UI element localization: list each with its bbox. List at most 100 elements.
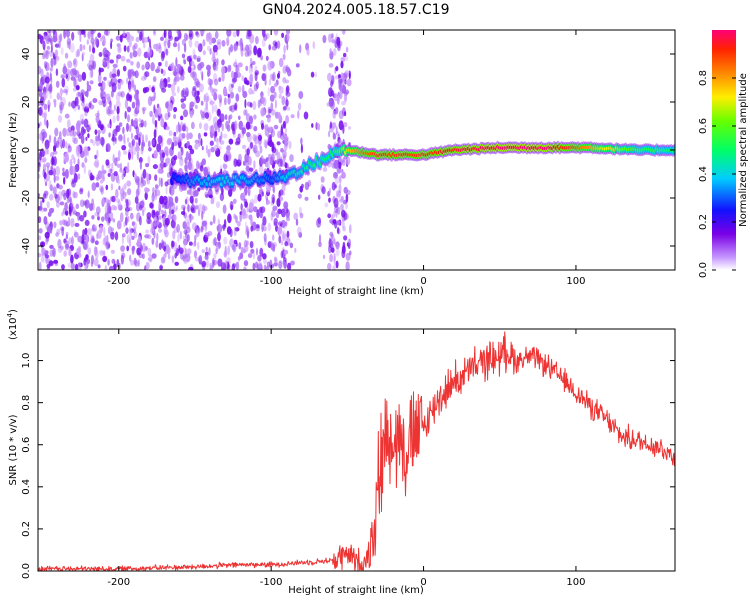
noise-speckle bbox=[282, 191, 285, 196]
noise-speckle bbox=[246, 207, 249, 213]
noise-speckle bbox=[329, 121, 333, 129]
noise-speckle bbox=[111, 73, 117, 78]
noise-speckle bbox=[71, 154, 75, 160]
noise-speckle bbox=[234, 102, 238, 112]
noise-speckle bbox=[70, 254, 74, 264]
noise-speckle bbox=[276, 198, 281, 207]
noise-speckle bbox=[94, 248, 98, 255]
noise-speckle bbox=[216, 61, 219, 72]
colorbar-tick-label: 0.6 bbox=[698, 118, 709, 134]
noise-speckle bbox=[39, 121, 42, 127]
noise-speckle bbox=[67, 216, 71, 226]
noise-speckle bbox=[333, 171, 338, 179]
noise-speckle bbox=[217, 108, 221, 116]
noise-speckle bbox=[243, 240, 248, 248]
noise-speckle bbox=[107, 51, 111, 57]
noise-speckle bbox=[68, 196, 72, 203]
noise-speckle bbox=[67, 60, 72, 69]
noise-speckle bbox=[181, 53, 186, 59]
noise-speckle bbox=[283, 44, 286, 55]
noise-speckle bbox=[47, 37, 52, 42]
noise-speckle bbox=[246, 225, 249, 233]
noise-speckle bbox=[209, 125, 213, 133]
noise-speckle bbox=[202, 50, 206, 56]
noise-speckle bbox=[103, 226, 106, 237]
noise-speckle bbox=[255, 81, 259, 90]
noise-speckle bbox=[188, 132, 193, 140]
noise-speckle bbox=[98, 52, 103, 57]
noise-speckle bbox=[122, 30, 126, 36]
noise-speckle bbox=[217, 127, 221, 133]
x-tick-label: 100 bbox=[566, 577, 585, 588]
noise-speckle bbox=[200, 30, 206, 35]
noise-speckle bbox=[48, 84, 53, 95]
noise-speckle bbox=[234, 58, 237, 68]
noise-speckle bbox=[131, 235, 135, 240]
noise-speckle bbox=[281, 95, 286, 106]
noise-speckle bbox=[49, 40, 54, 45]
noise-speckle bbox=[55, 175, 60, 181]
noise-speckle bbox=[206, 258, 209, 268]
noise-speckle bbox=[333, 238, 336, 245]
noise-speckle bbox=[41, 248, 46, 253]
noise-speckle bbox=[247, 30, 252, 37]
noise-speckle bbox=[61, 77, 66, 88]
noise-speckle bbox=[290, 260, 295, 266]
noise-speckle bbox=[340, 60, 344, 69]
noise-speckle bbox=[317, 217, 321, 224]
noise-speckle bbox=[287, 262, 292, 270]
noise-speckle bbox=[62, 65, 68, 75]
noise-speckle bbox=[94, 240, 99, 245]
noise-speckle bbox=[67, 145, 72, 153]
x-tick-label: -100 bbox=[260, 276, 283, 287]
noise-speckle bbox=[103, 30, 109, 36]
noise-speckle bbox=[331, 33, 334, 41]
noise-speckle bbox=[73, 191, 78, 199]
noise-speckle bbox=[104, 265, 108, 270]
noise-speckle bbox=[202, 39, 206, 47]
noise-speckle bbox=[133, 84, 137, 92]
noise-speckle bbox=[49, 72, 52, 82]
noise-speckle bbox=[330, 80, 333, 88]
noise-speckle bbox=[86, 89, 89, 98]
noise-speckle bbox=[45, 64, 48, 70]
noise-speckle bbox=[125, 168, 130, 174]
noise-speckle bbox=[135, 36, 140, 43]
noise-speckle bbox=[304, 181, 310, 191]
noise-speckle bbox=[344, 70, 350, 75]
noise-speckle bbox=[165, 157, 171, 164]
noise-speckle bbox=[112, 218, 116, 223]
noise-speckle bbox=[110, 41, 113, 50]
noise-speckle bbox=[265, 55, 269, 61]
noise-speckle bbox=[60, 47, 64, 55]
noise-speckle bbox=[186, 234, 190, 242]
noise-speckle bbox=[165, 101, 169, 109]
noise-speckle bbox=[226, 145, 231, 152]
noise-speckle bbox=[168, 130, 173, 137]
noise-speckle bbox=[208, 86, 213, 91]
noise-speckle bbox=[103, 76, 107, 81]
snr-frame bbox=[37, 328, 676, 572]
noise-speckle bbox=[254, 194, 258, 204]
noise-speckle bbox=[191, 121, 195, 130]
noise-speckle bbox=[278, 94, 282, 99]
noise-speckle bbox=[197, 43, 203, 53]
noise-speckle bbox=[57, 238, 62, 249]
noise-speckle bbox=[335, 208, 338, 218]
noise-speckle bbox=[66, 119, 71, 129]
noise-speckle bbox=[42, 193, 47, 199]
noise-speckle bbox=[268, 44, 272, 51]
noise-speckle bbox=[110, 249, 115, 254]
noise-speckle bbox=[84, 227, 88, 236]
noise-speckle bbox=[141, 64, 145, 71]
noise-speckle bbox=[246, 50, 252, 57]
noise-speckle bbox=[330, 233, 334, 240]
noise-speckle bbox=[217, 94, 222, 100]
noise-speckle bbox=[285, 64, 289, 72]
noise-speckle bbox=[160, 51, 165, 62]
noise-speckle bbox=[233, 120, 238, 131]
noise-speckle bbox=[208, 247, 211, 256]
noise-speckle bbox=[94, 154, 97, 160]
noise-speckle bbox=[154, 119, 158, 128]
noise-speckle bbox=[135, 141, 138, 151]
